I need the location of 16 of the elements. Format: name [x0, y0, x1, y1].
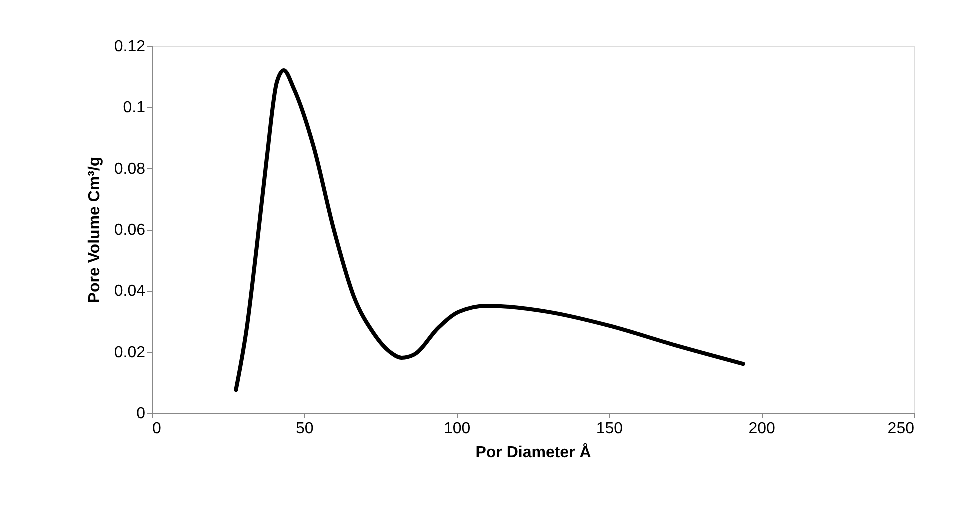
x-axis-title: Por Diameter Å [476, 442, 592, 462]
x-tick-label: 100 [444, 420, 471, 438]
x-tick-label: 150 [596, 420, 624, 438]
y-tick-label: 0.02 [114, 344, 146, 362]
line-series [234, 68, 746, 392]
y-tick-label: 0.12 [114, 38, 146, 56]
y-tick-label: 0.08 [114, 160, 146, 178]
x-tick-label: 0 [152, 420, 162, 438]
x-tick-label: 250 [888, 420, 915, 438]
y-tick-label: 0.06 [114, 222, 146, 239]
x-tick-label: 200 [748, 420, 776, 438]
x-tick-label: 50 [296, 420, 314, 438]
y-tick-label: 0.1 [123, 100, 146, 117]
y-axis-title: Pore Volume Cm³/g [86, 156, 104, 304]
y-tick-label: 0.04 [114, 283, 146, 300]
y-tick-label: 0 [136, 406, 146, 422]
